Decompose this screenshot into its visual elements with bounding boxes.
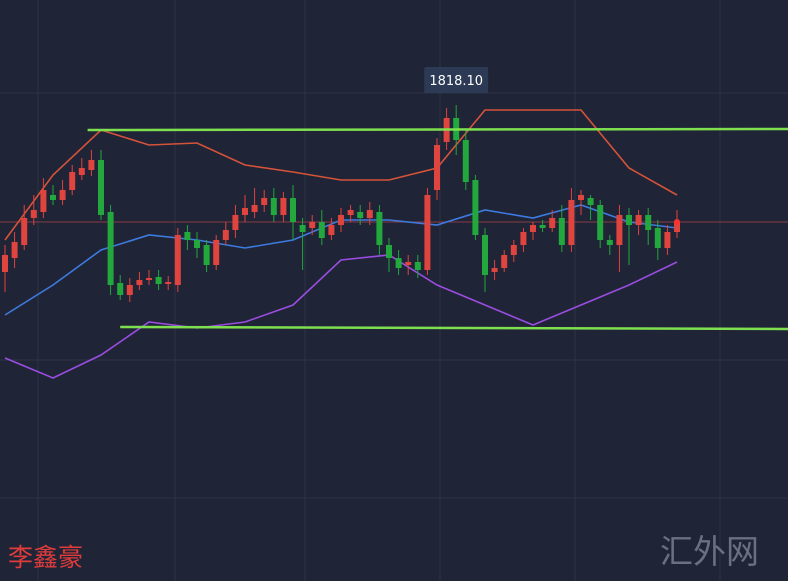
candle-body	[501, 255, 508, 268]
candle-body	[203, 245, 210, 265]
candle-body	[174, 235, 181, 285]
candle-body	[491, 268, 498, 272]
candle-body	[290, 198, 296, 222]
candle-body	[98, 160, 104, 215]
candle-body	[117, 283, 124, 295]
bollinger-band	[4, 109, 678, 241]
candle-body	[107, 212, 114, 285]
candle-body	[606, 240, 613, 245]
candle-body	[520, 232, 527, 245]
candle-body	[299, 225, 306, 232]
candle-body	[155, 277, 162, 284]
annotation-label: 1818.10	[429, 74, 483, 89]
candle-body	[549, 218, 556, 228]
candle-body	[59, 190, 66, 200]
candle-body	[424, 195, 431, 270]
candle-body	[472, 180, 479, 235]
candle-body	[2, 255, 8, 272]
candle-body	[328, 225, 335, 235]
candle-body	[347, 210, 354, 215]
candle-body	[568, 200, 575, 245]
watermark-author: 李鑫豪	[8, 543, 83, 572]
candle-body	[30, 210, 37, 218]
candle-body	[78, 168, 85, 175]
candle-body	[366, 210, 373, 218]
candle-body	[558, 218, 565, 245]
candle-body	[222, 230, 229, 240]
candle-body	[482, 235, 488, 275]
candle-body	[386, 245, 392, 258]
candle-body	[395, 258, 402, 268]
candle-body	[69, 172, 76, 190]
candle-body	[539, 225, 546, 228]
annotation-box	[424, 67, 489, 93]
candle-body	[318, 222, 325, 238]
candle-body	[597, 205, 604, 240]
candle-body	[146, 278, 152, 280]
candle-body	[587, 198, 594, 205]
candle-body	[510, 245, 517, 255]
candle-body	[616, 215, 623, 245]
candle-body	[626, 215, 632, 225]
candle-body	[645, 215, 652, 230]
candle-body	[414, 262, 421, 270]
candle-body	[338, 215, 344, 225]
candle-body	[578, 195, 584, 200]
candle-body	[50, 195, 56, 200]
candle-body	[261, 198, 268, 205]
candle-body	[242, 208, 248, 215]
watermark-site: 汇外网	[660, 532, 759, 571]
candle-body	[654, 228, 661, 248]
candle-body	[270, 198, 277, 215]
candle-body	[635, 215, 642, 225]
candle-body	[280, 198, 287, 215]
candle-body	[184, 232, 191, 240]
candle-body	[194, 240, 200, 248]
candle-body	[88, 160, 95, 170]
candle-body	[357, 212, 364, 218]
candle-body	[376, 212, 383, 245]
candle-body	[405, 262, 412, 265]
candle-body	[251, 205, 258, 212]
candle-body	[530, 225, 536, 232]
candle-body	[21, 218, 28, 245]
current-price-dot	[674, 219, 680, 225]
candle-body	[434, 145, 440, 190]
candle-body	[40, 190, 47, 212]
candle-body	[664, 232, 671, 248]
candle-body	[309, 222, 316, 228]
trendline	[87, 127, 788, 132]
candle-body	[126, 285, 133, 295]
candle-body	[136, 280, 143, 285]
candle-body	[462, 140, 469, 182]
candle-body	[674, 222, 680, 232]
trendline	[120, 325, 788, 331]
bollinger-band	[4, 254, 678, 379]
candle-body	[213, 240, 220, 265]
candle-body	[165, 282, 172, 284]
candle-body	[232, 215, 239, 230]
candle-body	[11, 242, 18, 258]
